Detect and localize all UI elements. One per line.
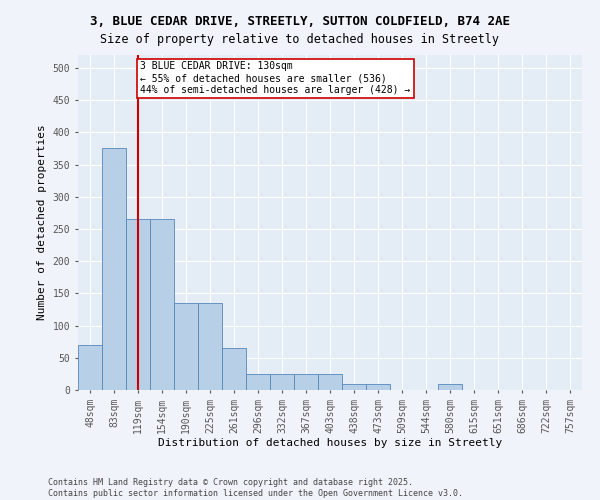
Text: 3 BLUE CEDAR DRIVE: 130sqm
← 55% of detached houses are smaller (536)
44% of sem: 3 BLUE CEDAR DRIVE: 130sqm ← 55% of deta… [140,62,410,94]
Bar [150,220,174,390]
Bar [246,374,270,390]
Bar [222,348,246,390]
Text: Size of property relative to detached houses in Streetly: Size of property relative to detached ho… [101,32,499,46]
Bar [102,148,126,390]
Bar [270,374,294,390]
Bar [438,384,462,390]
Bar [78,345,102,390]
Y-axis label: Number of detached properties: Number of detached properties [37,124,47,320]
Bar [342,384,366,390]
X-axis label: Distribution of detached houses by size in Streetly: Distribution of detached houses by size … [158,438,502,448]
Bar [198,303,222,390]
Bar [174,303,198,390]
Bar [366,384,390,390]
Text: Contains HM Land Registry data © Crown copyright and database right 2025.
Contai: Contains HM Land Registry data © Crown c… [48,478,463,498]
Bar [318,374,342,390]
Text: 3, BLUE CEDAR DRIVE, STREETLY, SUTTON COLDFIELD, B74 2AE: 3, BLUE CEDAR DRIVE, STREETLY, SUTTON CO… [90,15,510,28]
Bar [294,374,318,390]
Bar [126,220,150,390]
